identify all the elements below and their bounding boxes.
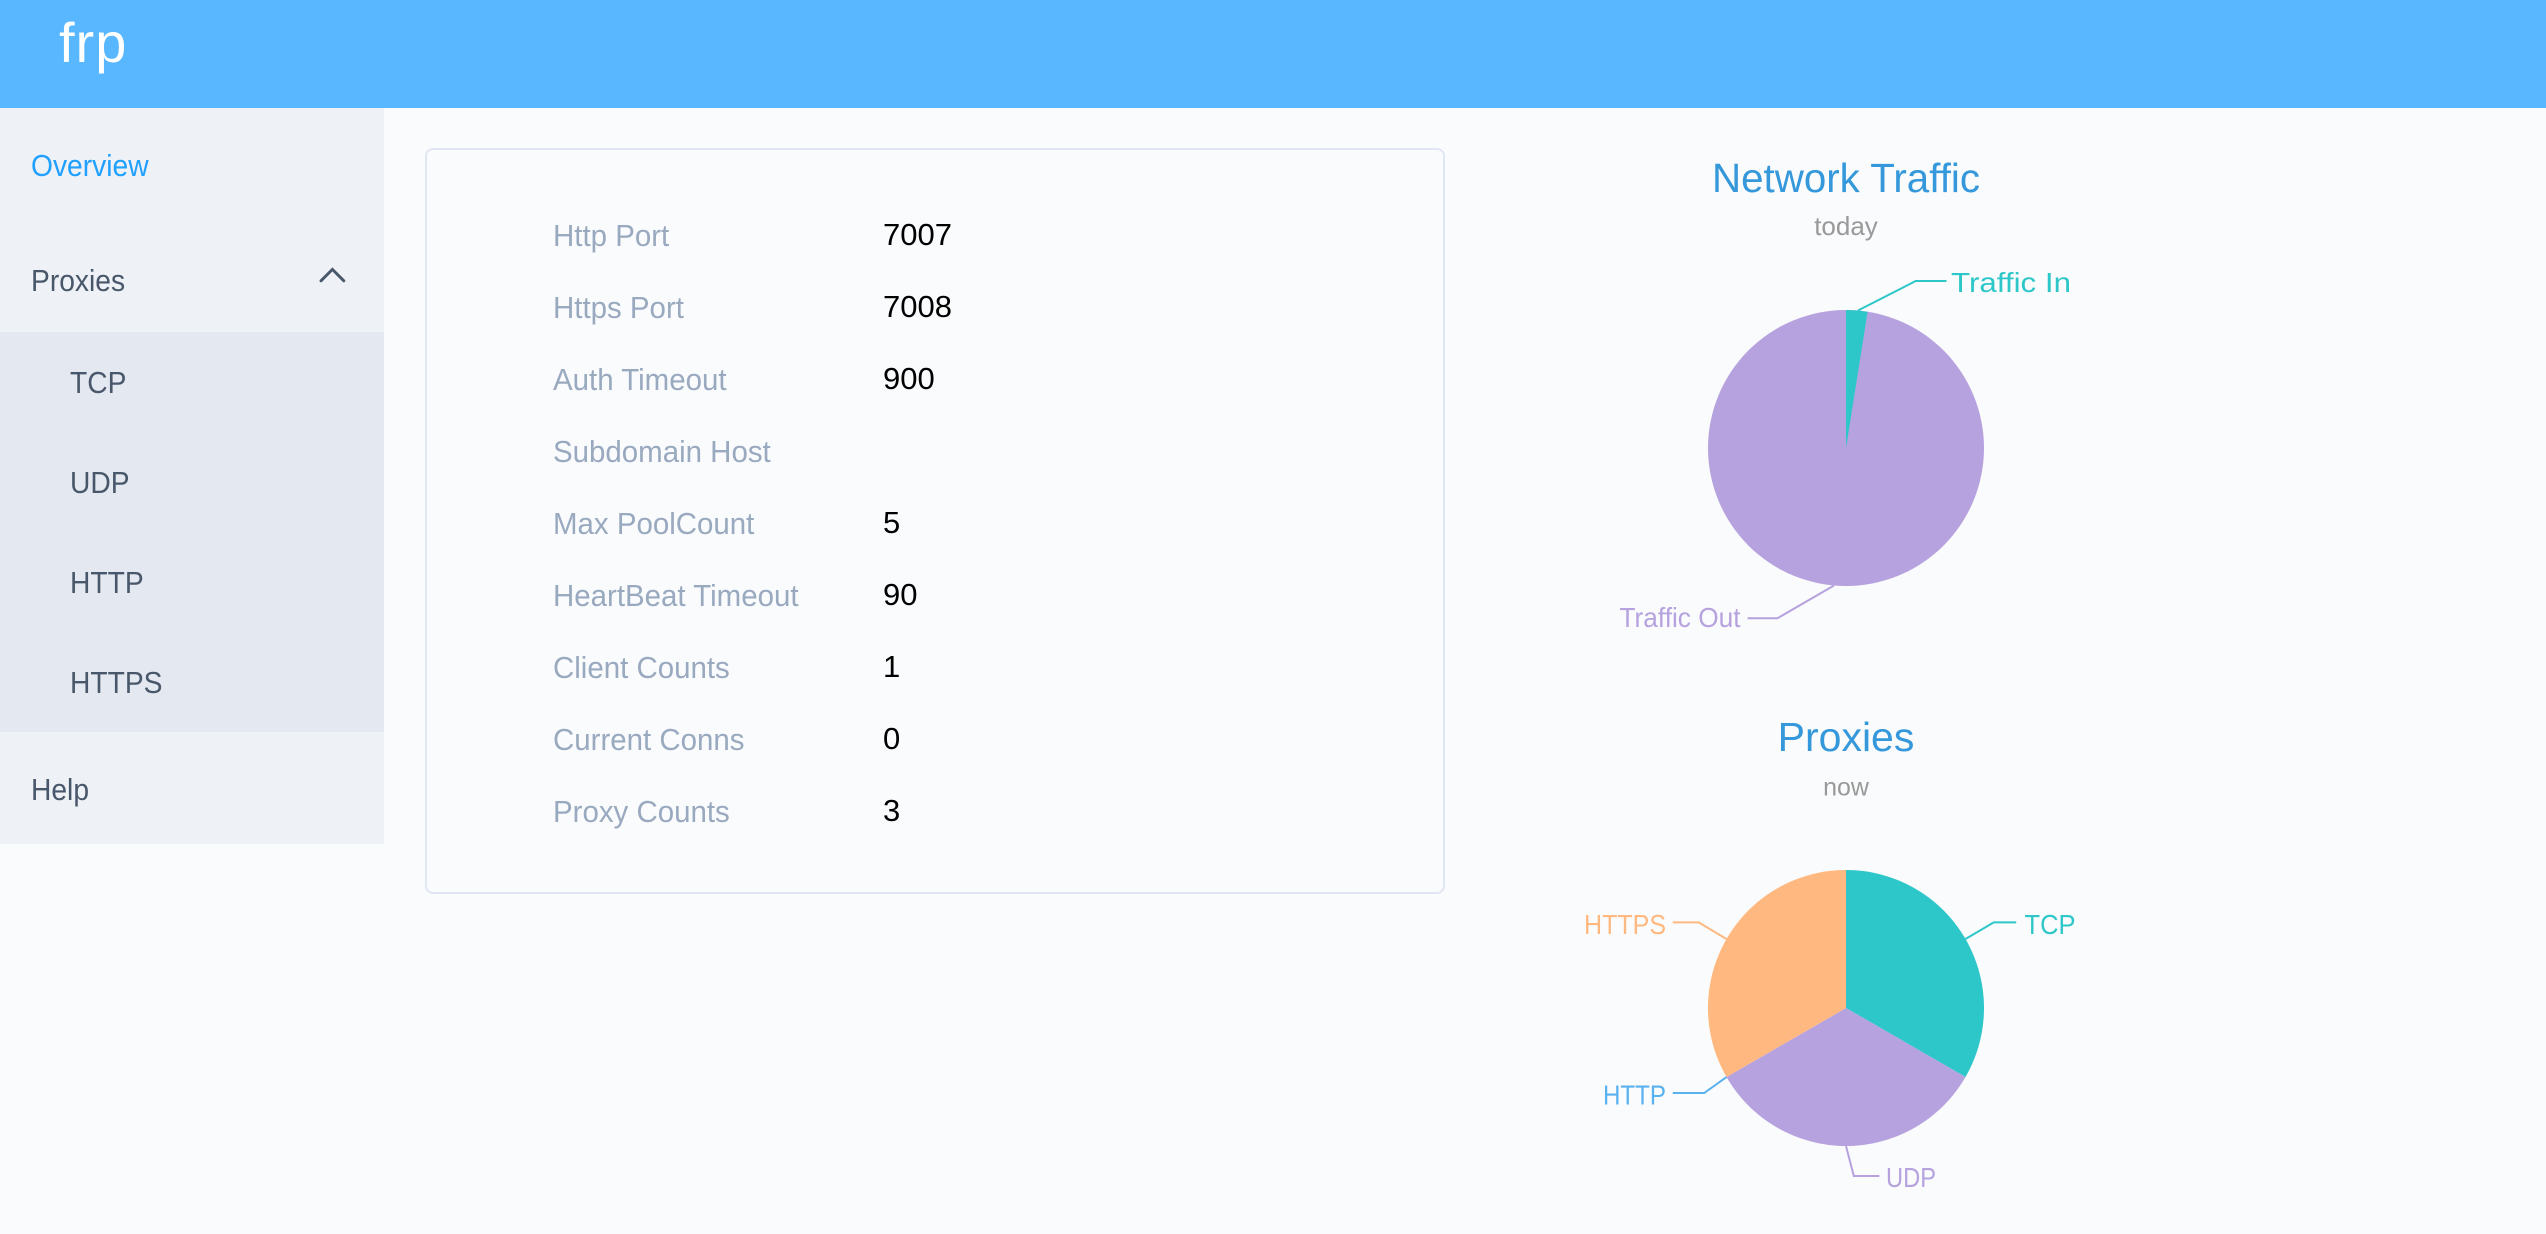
svg-text:Network Traffic: Network Traffic (1712, 155, 1980, 201)
svg-text:Traffic In: Traffic In (1951, 267, 2071, 298)
svg-text:today: today (1814, 211, 1878, 241)
svg-text:TCP: TCP (2025, 909, 2076, 940)
svg-text:Proxies: Proxies (1778, 714, 1915, 760)
svg-text:UDP: UDP (1886, 1162, 1936, 1193)
svg-text:HTTPS: HTTPS (1584, 909, 1666, 940)
svg-text:Traffic Out: Traffic Out (1620, 602, 1741, 633)
svg-text:HTTP: HTTP (1603, 1080, 1666, 1111)
svg-text:now: now (1823, 774, 1870, 802)
